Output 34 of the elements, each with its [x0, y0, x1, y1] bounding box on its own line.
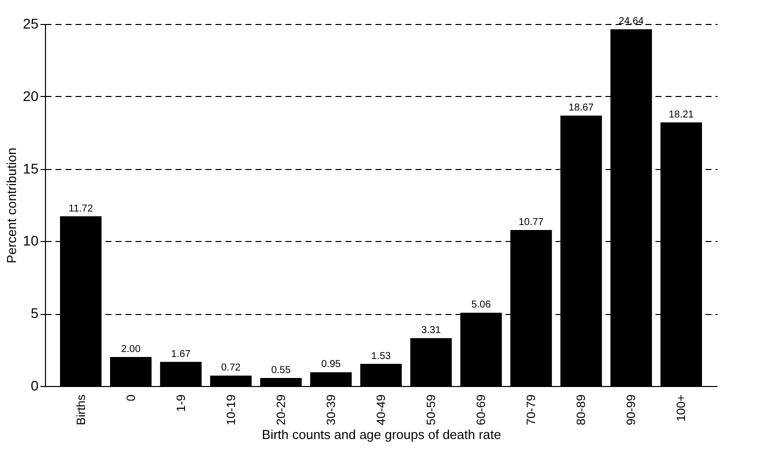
- x-tick-label: Births: [74, 394, 88, 426]
- x-tick-label: 60-69: [474, 394, 488, 426]
- data-label: 1.67: [171, 348, 192, 360]
- data-label: 5.06: [471, 300, 492, 311]
- y-tick-label: 15: [22, 160, 39, 176]
- x-tick-label: 70-79: [524, 394, 538, 426]
- x-tick-label: 40-49: [374, 394, 388, 426]
- data-label: 24.64: [618, 16, 644, 28]
- data-label: 0.55: [271, 365, 292, 376]
- x-tick-label: 100+: [674, 394, 688, 422]
- x-tick-label: 90-99: [624, 394, 638, 426]
- y-tick-label: 0: [30, 378, 39, 394]
- data-label: 0.95: [321, 359, 342, 370]
- y-tick-label: 5: [30, 305, 39, 322]
- x-tick-label: 20-29: [274, 394, 288, 426]
- data-label: 11.72: [68, 203, 94, 214]
- x-axis-title: Birth counts and age groups of death rate: [262, 427, 502, 442]
- data-label: 0.72: [221, 362, 242, 374]
- x-tick-label: 1-9: [174, 394, 188, 412]
- data-label: 2.00: [121, 344, 141, 356]
- x-tick-label: 10-19: [224, 394, 238, 426]
- data-label: 3.31: [421, 325, 442, 336]
- y-axis-title: Percent contribution: [4, 148, 19, 264]
- y-tick-label: 25: [22, 16, 39, 32]
- y-tick-label: 20: [22, 88, 39, 104]
- x-tick-label: 30-39: [324, 394, 338, 426]
- x-tick-label: 80-89: [574, 394, 588, 426]
- data-label: 1.53: [371, 350, 392, 362]
- x-tick-label: 0: [124, 394, 138, 402]
- x-tick-label: 50-59: [424, 394, 438, 426]
- data-label: 10.77: [518, 217, 544, 228]
- y-tick-label: 10: [22, 232, 39, 249]
- data-label: 18.21: [668, 109, 694, 120]
- data-label: 18.67: [568, 102, 594, 114]
